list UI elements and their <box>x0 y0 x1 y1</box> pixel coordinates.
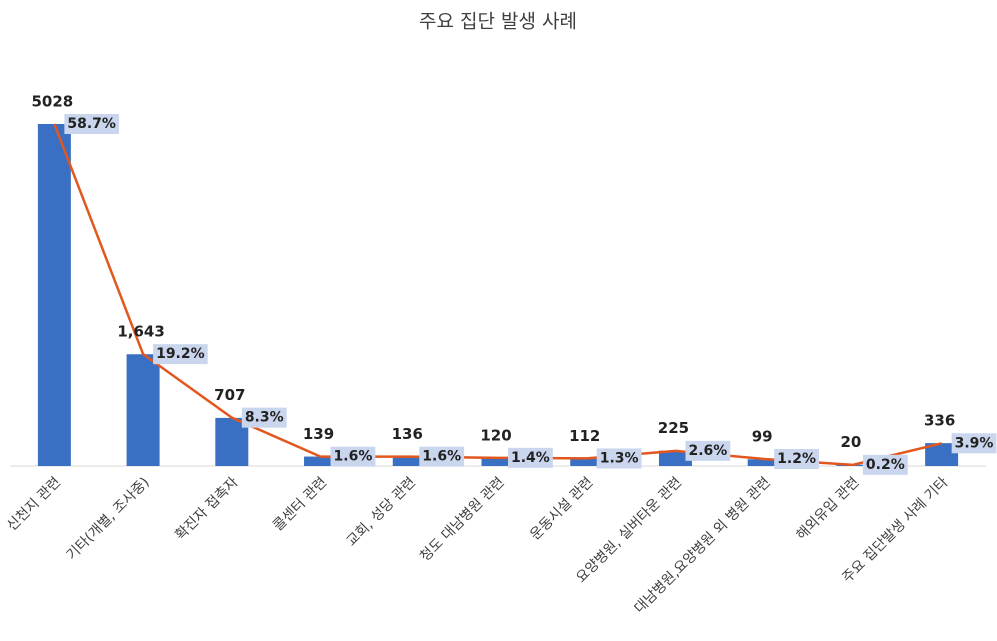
label-box <box>774 449 820 470</box>
x-tick-label: 운동시설 관련 <box>527 474 596 543</box>
label-box <box>419 446 465 467</box>
value-label: 336 <box>924 412 955 430</box>
value-label: 20 <box>840 433 861 451</box>
x-tick-label: 콜센터 관련 <box>270 474 330 534</box>
value-label: 139 <box>303 425 334 443</box>
bar <box>925 443 959 466</box>
bar <box>304 456 338 466</box>
percent-label-text: 19.2% <box>156 346 205 362</box>
percent-label: 1.4% <box>508 447 553 468</box>
percent-label: 1.3% <box>596 448 642 469</box>
bar <box>126 354 160 466</box>
label-box <box>685 440 731 461</box>
value-label: 225 <box>658 419 689 437</box>
percent-label-text: 1.3% <box>600 450 639 466</box>
percent-label: 0.2% <box>862 454 908 475</box>
bar <box>747 459 781 466</box>
x-tick-label: 해외유입 관련 <box>793 474 862 543</box>
bar <box>37 124 71 466</box>
line <box>53 123 942 467</box>
x-tick-label: 신천지 관련 <box>4 474 64 534</box>
percent-label: 8.3% <box>241 407 287 428</box>
x-tick-label: 교회, 성당 관련 <box>344 474 419 549</box>
percent-label: 1.6% <box>419 446 465 467</box>
x-tick-label: 확진자 접촉자 <box>172 474 241 543</box>
percent-label-text: 8.3% <box>245 410 284 426</box>
percent-label-text: 1.6% <box>334 449 373 465</box>
percent-label-text: 1.2% <box>777 451 816 467</box>
percent-label-text: 2.6% <box>688 443 727 459</box>
x-tick-label: 청도 대남병원 관련 <box>417 474 507 564</box>
bar <box>481 457 515 466</box>
x-tick-label: 기타(개별, 조사중) <box>64 474 153 563</box>
percent-label-text: 0.2% <box>866 457 905 473</box>
percent-label-text: 1.4% <box>511 450 550 466</box>
label-box <box>596 448 642 469</box>
percent-label-text: 58.7% <box>67 116 116 132</box>
percent-label: 58.7% <box>64 114 119 134</box>
bar <box>658 450 692 466</box>
label-box <box>508 447 553 468</box>
value-label: 112 <box>569 427 600 445</box>
percent-label: 2.6% <box>685 440 731 461</box>
bar <box>392 456 426 466</box>
percent-label-text: 1.6% <box>422 449 461 465</box>
percent-label: 19.2% <box>153 344 208 365</box>
label-box <box>153 344 208 365</box>
chart-title: 주요 집단 발생 사례 <box>419 11 577 33</box>
value-label: 5028 <box>31 93 73 111</box>
value-label: 136 <box>392 425 423 443</box>
label-box <box>241 407 287 428</box>
percent-label: 1.2% <box>774 449 820 470</box>
label-box <box>330 446 376 467</box>
percent-label: 1.6% <box>330 446 376 467</box>
label-box <box>951 433 997 454</box>
bar <box>570 458 604 466</box>
label-box <box>64 114 119 134</box>
value-label: 99 <box>752 428 773 446</box>
label-box <box>862 454 908 475</box>
value-label: 707 <box>214 386 245 404</box>
value-label: 1,643 <box>117 323 164 341</box>
value-label: 120 <box>480 426 511 444</box>
percent-label: 3.9% <box>951 433 997 454</box>
percent-label-text: 3.9% <box>955 435 994 451</box>
